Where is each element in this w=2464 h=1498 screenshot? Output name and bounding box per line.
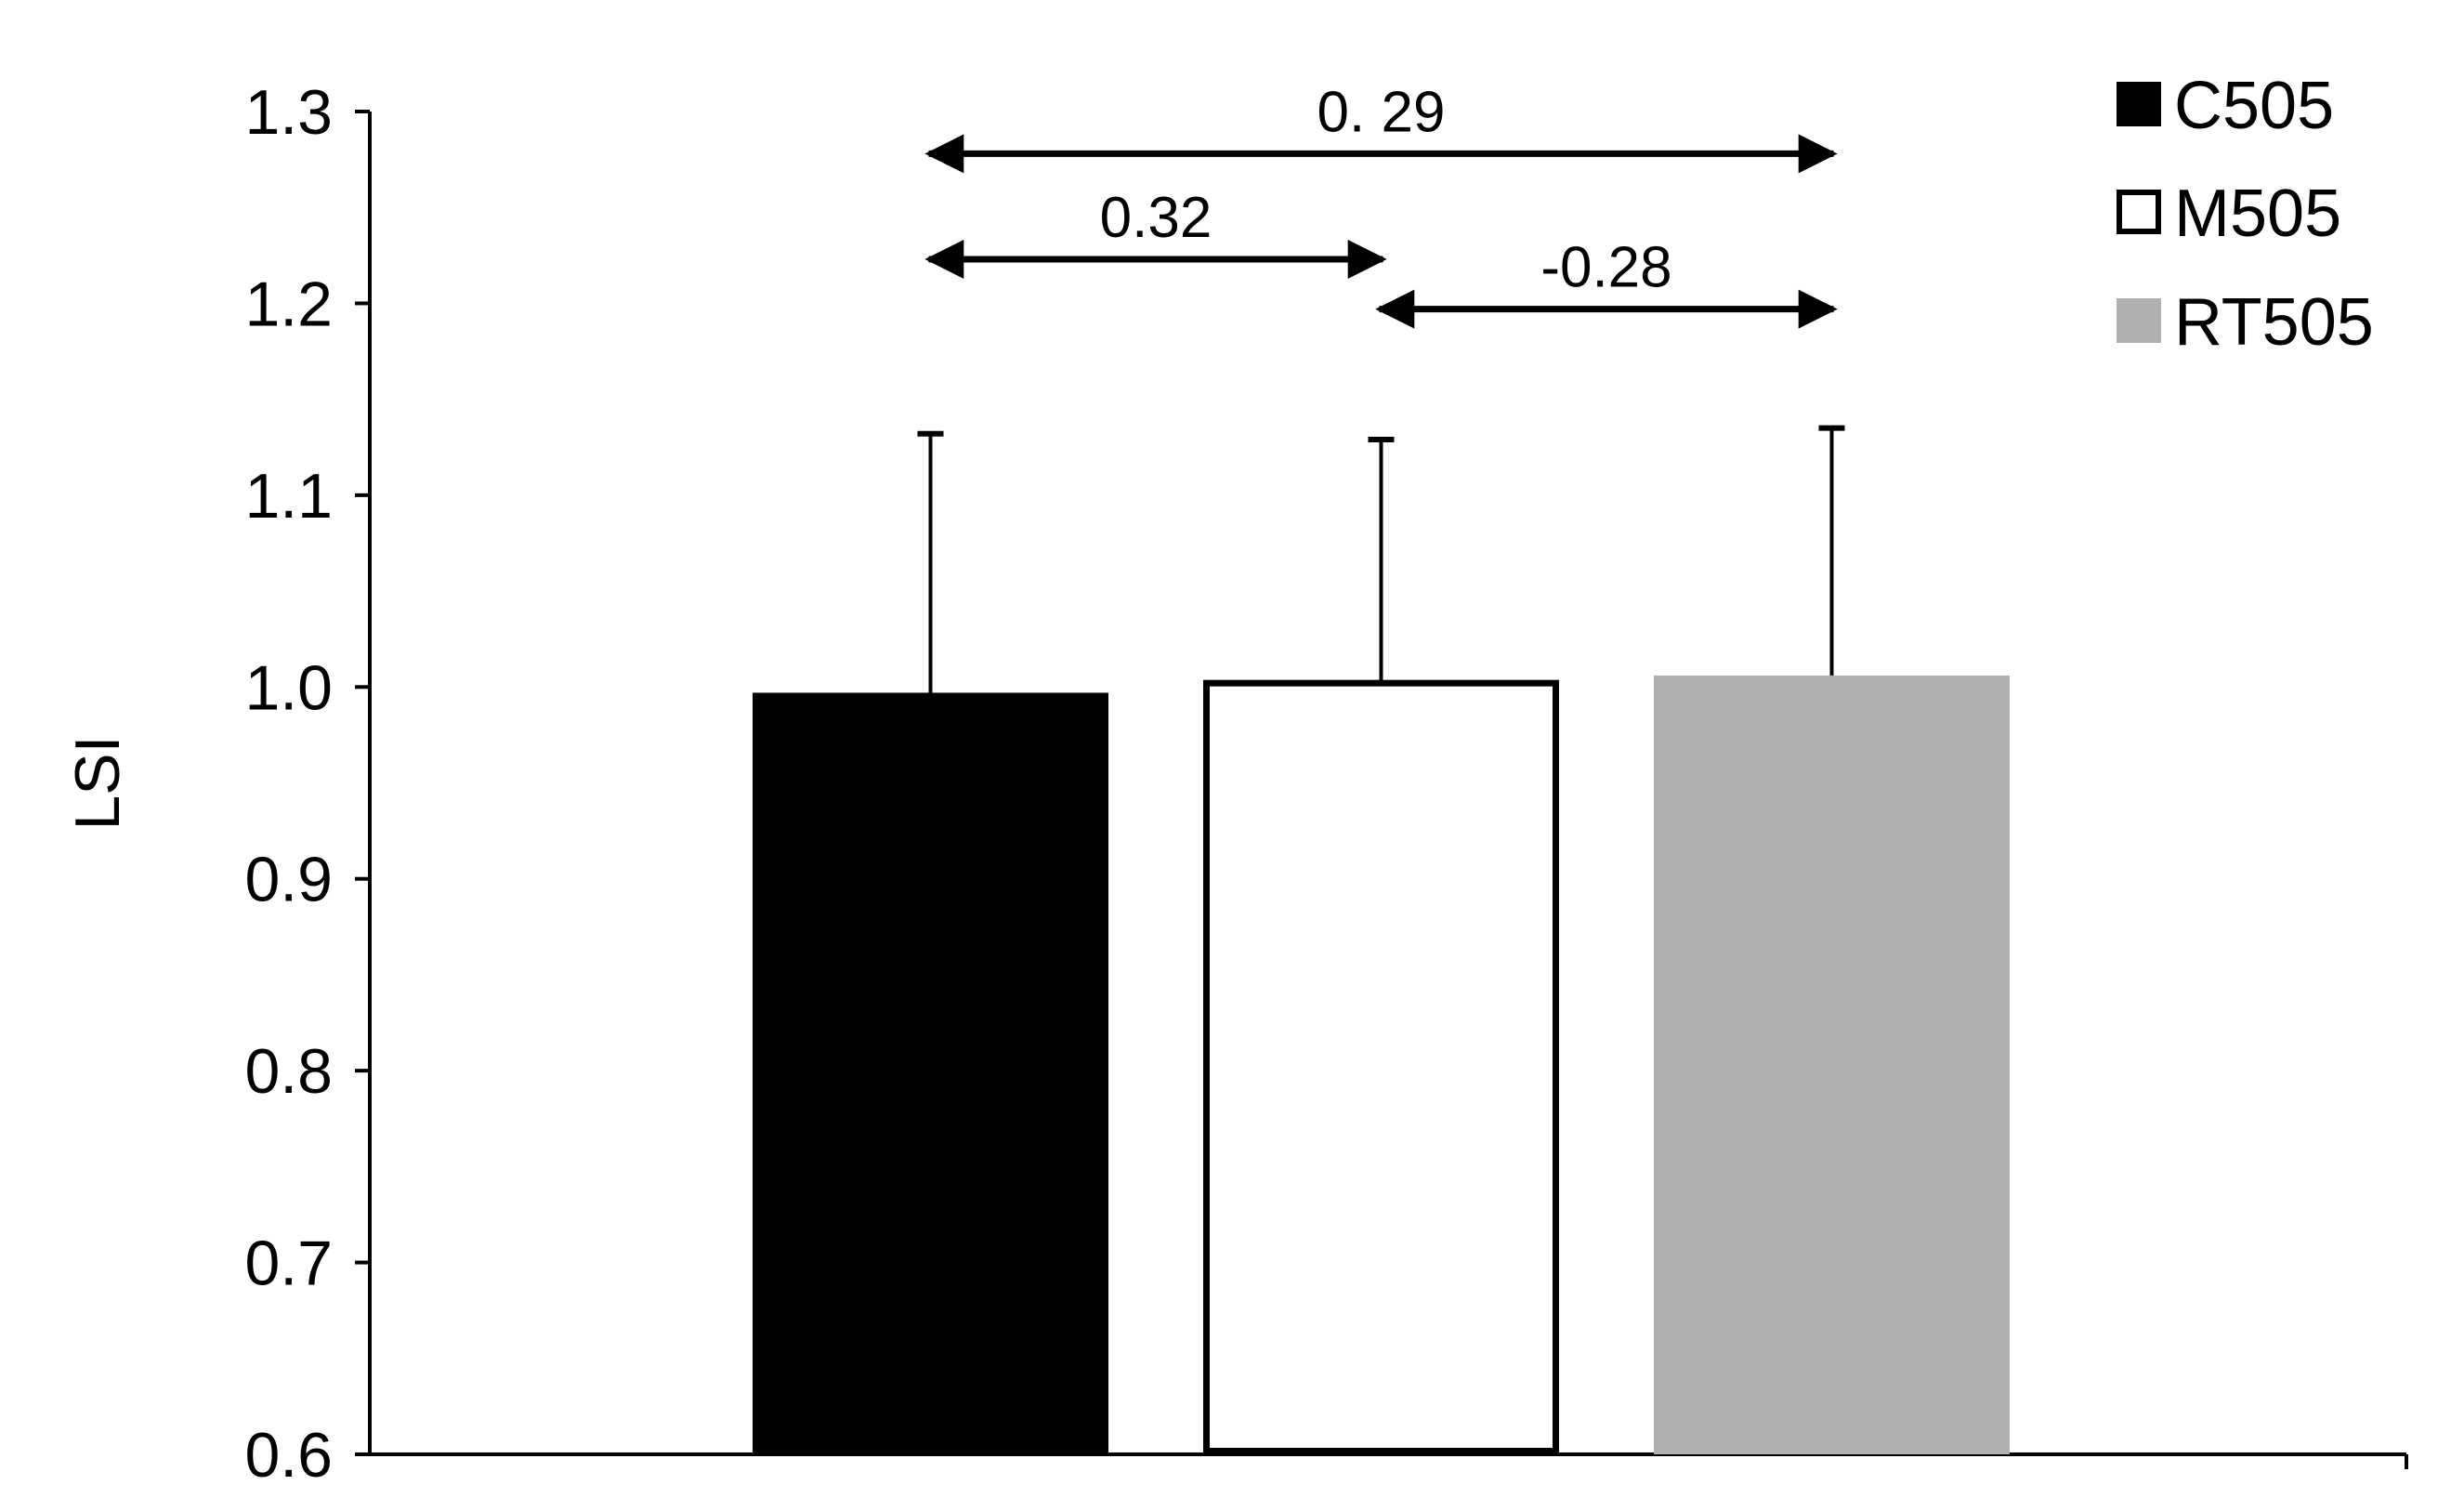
annotation-label: 0.32 <box>1100 186 1212 250</box>
y-tick-label: 1.0 <box>244 652 333 723</box>
legend-label-rt505: RT505 <box>2174 285 2374 360</box>
bar-m505 <box>1203 679 1559 1454</box>
bar-rt505 <box>1654 675 2010 1454</box>
legend-swatch-m505 <box>2117 190 2161 234</box>
annotation-label: -0.28 <box>1540 236 1671 300</box>
legend-swatch-c505 <box>2117 82 2161 126</box>
y-tick-label: 1.2 <box>244 269 333 339</box>
legend-label-c505: C505 <box>2174 69 2334 143</box>
annotation-label: 0. 29 <box>1317 80 1446 144</box>
y-tick-label: 0.8 <box>244 1036 333 1107</box>
legend-swatch-rt505 <box>2117 298 2161 343</box>
legend-label-m505: M505 <box>2174 177 2341 251</box>
y-tick-label: 1.3 <box>244 77 333 148</box>
y-axis-label: LSI <box>62 735 133 830</box>
y-tick-label: 0.7 <box>244 1229 333 1299</box>
y-tick-label: 0.9 <box>244 845 333 915</box>
y-tick-label: 0.6 <box>244 1420 333 1491</box>
bar-c505 <box>753 692 1108 1454</box>
y-tick-label: 1.1 <box>244 461 333 532</box>
